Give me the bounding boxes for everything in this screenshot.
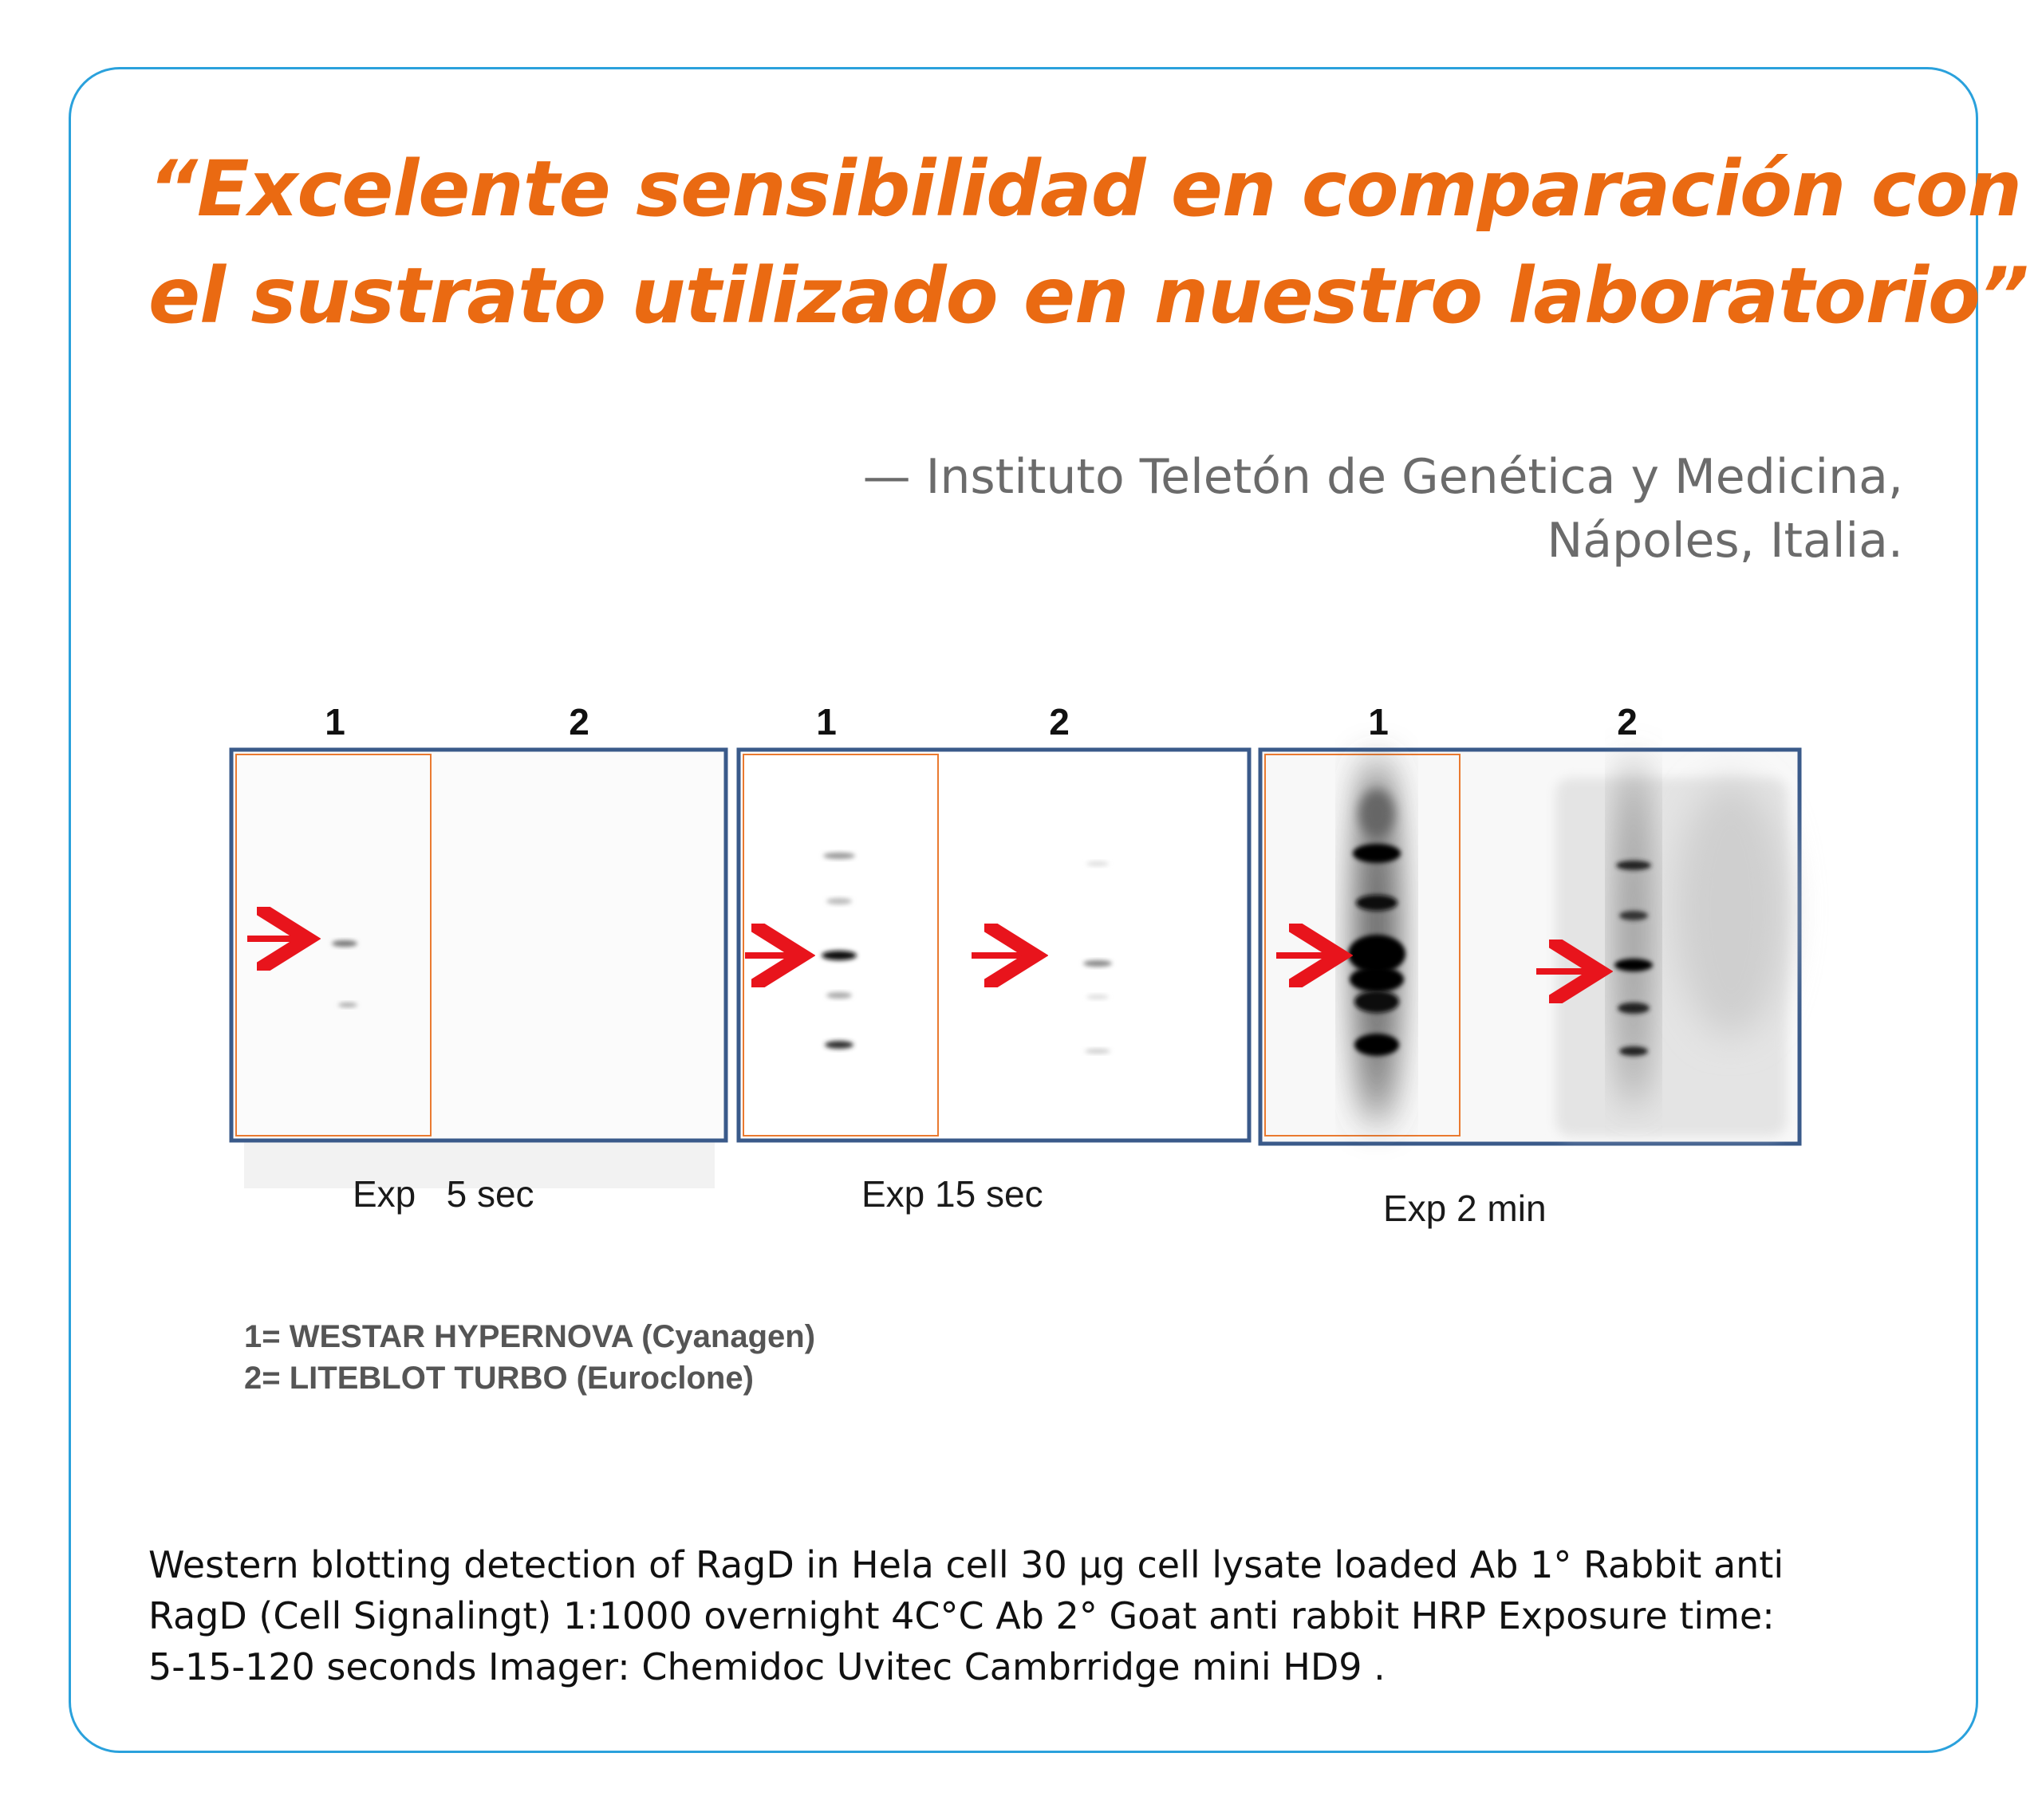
figure-legend: 1= WESTAR HYPERNOVA (Cyanagen) 2= LITEBL…	[244, 1316, 815, 1399]
attribution-line-2: Nápoles, Italia.	[1547, 513, 1903, 569]
band	[822, 951, 857, 960]
blot-panel-exp-15-sec	[736, 747, 1252, 1143]
band	[1619, 1046, 1648, 1056]
panel-2-exposure-label: Exp 15 sec	[861, 1173, 1043, 1215]
panel-1-exposure-label: Exp 5 sec	[353, 1173, 534, 1215]
band	[332, 940, 357, 947]
band	[338, 1003, 357, 1007]
attribution-line-1: — Instituto Teletón de Genética y Medici…	[862, 449, 1903, 505]
band	[823, 853, 855, 859]
band	[825, 1041, 853, 1049]
panel-1-lane-1-label: 1	[325, 701, 345, 743]
band	[826, 898, 852, 904]
band	[1350, 967, 1404, 992]
caption-line-2: RagD (Cell Signalingt) 1:1000 overnight …	[148, 1594, 1775, 1637]
panel-2-lane-1-label: 1	[816, 701, 837, 743]
band	[1619, 911, 1648, 920]
panel-3-exposure-label: Exp 2 min	[1383, 1188, 1547, 1229]
panel-3-lane-1-label: 1	[1368, 701, 1389, 743]
band	[1354, 1034, 1399, 1056]
band	[1614, 959, 1653, 971]
band	[1353, 844, 1401, 863]
legend-line-2: 2= LITEBLOT TURBO (Euroclone)	[244, 1361, 754, 1396]
blot-panel-exp-2-min	[1258, 747, 1802, 1146]
band	[1354, 991, 1399, 1013]
band	[1356, 895, 1397, 911]
band	[826, 992, 852, 999]
panel-2-lane-2-label: 2	[1049, 701, 1070, 743]
panel-1-lane-2-label: 2	[569, 701, 589, 743]
figure-caption: Western blotting detection of RagD in He…	[148, 1539, 1863, 1692]
quote-line-1: “Excelente sensibilidad en comparación c…	[148, 144, 2022, 234]
caption-line-1: Western blotting detection of RagD in He…	[148, 1543, 1784, 1586]
blot-panel-exp-5-sec	[229, 747, 728, 1188]
band	[1616, 861, 1651, 870]
panel-3-lane-2-label: 2	[1617, 701, 1638, 743]
band	[1083, 960, 1112, 967]
quote-attribution: — Instituto Teletón de Genética y Medici…	[863, 445, 1903, 573]
band	[1086, 861, 1109, 866]
band	[1085, 1049, 1110, 1054]
testimonial-quote: “Excelente sensibilidad en comparación c…	[148, 136, 2029, 349]
band	[1086, 995, 1109, 999]
quote-line-2: el sustrato utilizado en nuestro laborat…	[148, 251, 2029, 341]
band	[1348, 935, 1405, 973]
caption-line-3: 5-15-120 seconds Imager: Chemidoc Uvitec…	[148, 1645, 1386, 1688]
legend-line-1: 1= WESTAR HYPERNOVA (Cyanagen)	[244, 1319, 816, 1354]
band	[1618, 1003, 1650, 1014]
